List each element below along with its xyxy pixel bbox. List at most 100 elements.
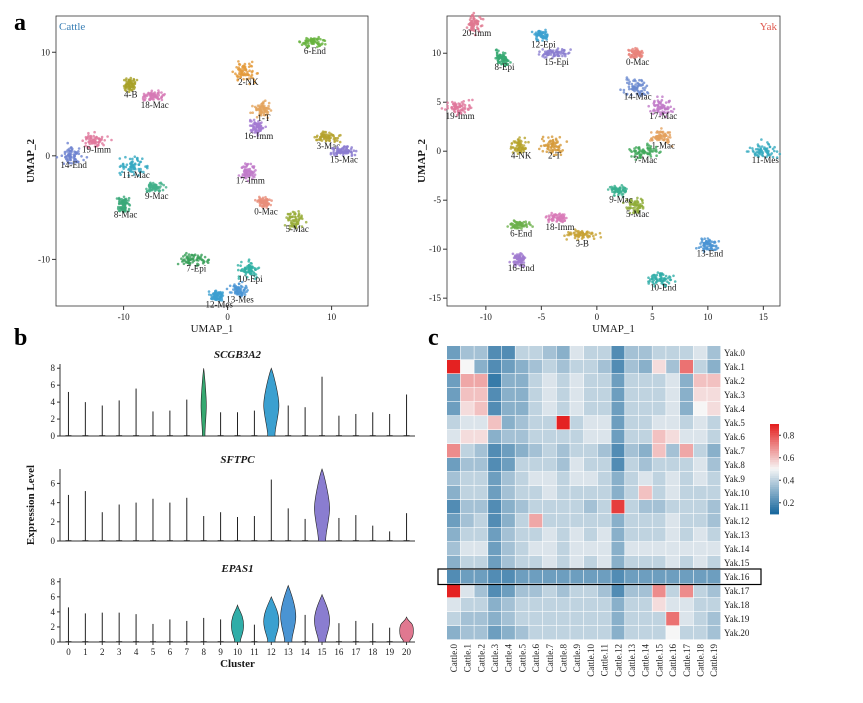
cluster-point	[267, 101, 271, 105]
heatmap-cell	[693, 514, 707, 528]
cluster-point	[500, 63, 503, 66]
cluster-point	[257, 120, 260, 123]
cluster-point	[249, 75, 253, 78]
cluster-point	[336, 139, 339, 142]
cluster-point	[128, 157, 132, 161]
heatmap-cell	[652, 374, 666, 388]
cluster-point	[86, 136, 89, 140]
cluster-point	[473, 23, 476, 27]
cluster-point	[562, 49, 565, 52]
cluster-point	[705, 239, 708, 243]
cluster-0-Mac	[254, 195, 273, 209]
cluster-point	[252, 170, 256, 173]
cluster-point	[667, 136, 670, 139]
yak-xtick-label: 15	[759, 312, 769, 322]
cluster-point	[325, 133, 329, 136]
cluster-point	[288, 227, 292, 230]
cluster-point	[125, 163, 129, 166]
cluster-point	[68, 152, 72, 155]
cluster-point	[566, 233, 569, 237]
cluster-point	[613, 194, 616, 197]
heatmap-cell	[488, 556, 502, 570]
cluster-point	[634, 146, 638, 149]
heatmap-cell	[556, 388, 570, 402]
cluster-12-Epi	[530, 28, 549, 42]
cluster-point	[245, 275, 249, 279]
cluster-point	[254, 123, 257, 126]
cluster-point	[259, 112, 262, 116]
heatmap-cell	[515, 584, 529, 598]
cluster-point	[90, 142, 94, 145]
violin-xtick-label: 8	[201, 647, 206, 657]
cluster-point	[266, 198, 269, 201]
heatmap-cell	[488, 486, 502, 500]
cluster-point	[525, 225, 529, 229]
cluster-point	[256, 108, 260, 111]
heatmap-cell	[542, 430, 556, 444]
heatmap-cell	[693, 584, 707, 598]
heatmap-cell	[447, 486, 461, 500]
cluster-point	[228, 284, 232, 288]
cluster-point	[544, 216, 548, 219]
violin-ytick-label: 6	[51, 592, 56, 602]
violin-ytick-label: 2	[51, 517, 56, 527]
heatmap-cell	[666, 402, 680, 416]
violin-xtick-label: 13	[284, 647, 294, 657]
cluster-point	[152, 187, 155, 190]
heatmap-cell	[542, 584, 556, 598]
heatmap-cell	[666, 528, 680, 542]
violin-ytick-label: 4	[51, 397, 56, 407]
cluster-point	[647, 282, 650, 285]
heatmap-cell	[652, 500, 666, 514]
heatmap-cell	[542, 556, 556, 570]
heatmap-cell	[597, 570, 611, 584]
cluster-point	[324, 139, 328, 142]
cluster-point	[502, 53, 505, 57]
cluster-point	[125, 82, 128, 86]
violin-xtick-label: 6	[168, 647, 173, 657]
cluster-point	[652, 148, 655, 151]
cluster-point	[73, 158, 77, 161]
cluster-point	[131, 157, 134, 161]
cluster-point	[290, 221, 294, 225]
cluster-point	[239, 75, 243, 79]
cluster-point	[253, 78, 256, 82]
cluster-point	[666, 276, 670, 280]
cluster-point	[440, 107, 444, 110]
heatmap-cell	[447, 626, 461, 640]
cluster-point	[259, 128, 263, 131]
heatmap-cell	[542, 374, 556, 388]
cluster-label: 16-Imm	[244, 131, 273, 141]
cluster-point	[203, 255, 207, 259]
cluster-point	[547, 144, 550, 147]
heatmap-col-label: Cattle.5	[517, 644, 527, 673]
cluster-point	[262, 204, 265, 207]
cluster-point	[760, 145, 764, 148]
cluster-point	[333, 140, 336, 144]
cluster-point	[652, 102, 655, 105]
violin-xtick-label: 5	[151, 647, 156, 657]
heatmap-cell	[515, 486, 529, 500]
heatmap-cell	[679, 388, 693, 402]
cluster-point	[511, 146, 514, 149]
cluster-point	[625, 198, 629, 202]
heatmap-row-label: Yak.17	[724, 586, 750, 596]
cluster-point	[511, 151, 515, 154]
gene-title: SFTPC	[220, 454, 255, 466]
cluster-point	[472, 17, 475, 21]
cluster-point	[468, 18, 472, 22]
heatmap-cell	[625, 486, 639, 500]
cluster-point	[62, 162, 66, 165]
violin-xtick-label: 16	[334, 647, 344, 657]
heatmap-cell	[501, 584, 515, 598]
heatmap-row-Yak.15	[447, 556, 721, 570]
cluster-point	[256, 200, 259, 203]
cluster-point	[246, 70, 249, 74]
heatmap-cell	[570, 556, 584, 570]
cluster-point	[123, 78, 126, 82]
cluster-label: 15-Mac	[330, 155, 358, 165]
cluster-point	[128, 204, 132, 207]
cluster-point	[451, 107, 454, 111]
heatmap-row-Yak.16	[447, 570, 721, 584]
cluster-point	[552, 153, 556, 157]
